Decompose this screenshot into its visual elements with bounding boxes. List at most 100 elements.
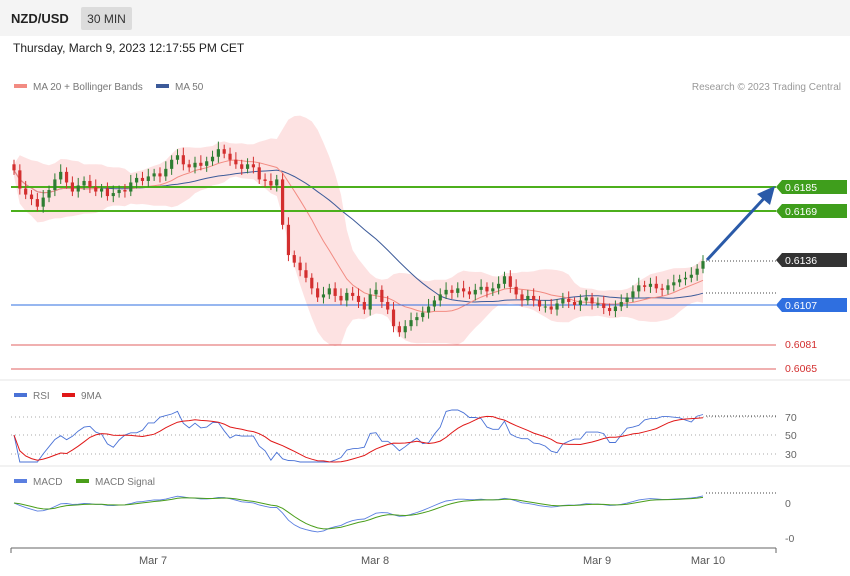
rsi-tick-30: 30 — [785, 449, 797, 461]
candle-body — [497, 283, 501, 289]
candle-body — [666, 285, 670, 290]
candle-body — [152, 173, 156, 177]
candle-body — [24, 188, 28, 195]
candle-body — [327, 288, 331, 295]
candle-body — [613, 306, 618, 312]
projection-arrowhead — [757, 186, 775, 205]
candle-body — [520, 294, 524, 301]
ma50-legend-label: MA 50 — [175, 82, 204, 93]
candle-body — [561, 298, 565, 304]
candle-body — [339, 295, 343, 301]
candle-body — [514, 286, 518, 295]
rsi-line — [13, 409, 704, 463]
ma20-legend-swatch — [14, 84, 27, 88]
candle-body — [567, 298, 571, 302]
rsi-legend-swatch — [14, 393, 27, 397]
candle-body — [123, 190, 127, 192]
candle-body — [304, 270, 308, 278]
candle-body — [82, 180, 86, 186]
candle-body — [228, 153, 232, 160]
candle-body — [362, 301, 366, 310]
candle-body — [380, 289, 384, 302]
candle-body — [275, 179, 279, 186]
candle-body — [170, 159, 174, 169]
candle-body — [164, 168, 168, 177]
candle-body — [193, 162, 197, 168]
bollinger-band — [14, 115, 703, 347]
candle-body — [572, 301, 577, 305]
candle-body — [450, 289, 454, 293]
candle-body — [578, 300, 582, 305]
candle-body — [94, 187, 98, 192]
candle-body — [41, 197, 45, 207]
candles — [12, 141, 705, 339]
candle-body — [438, 294, 442, 301]
candle-body — [210, 156, 215, 162]
candle-body — [29, 194, 34, 200]
candle-body — [678, 279, 682, 283]
symbol-title: NZD/USD — [11, 11, 69, 26]
candle-body — [555, 303, 559, 310]
candle-body — [146, 176, 150, 181]
candle-body — [444, 289, 448, 295]
candle-body — [502, 276, 507, 284]
candle-body — [70, 182, 74, 192]
candle-body — [292, 255, 296, 263]
candle-body — [59, 171, 63, 180]
candle-body — [415, 317, 419, 321]
macd-signal-legend-label: MACD Signal — [95, 477, 155, 488]
candle-body — [257, 167, 261, 180]
rsi-tick-50: 50 — [785, 430, 797, 442]
candle-body — [391, 309, 396, 327]
price-label-0.6081: 0.6081 — [785, 339, 817, 351]
x-tick-label: Mar 9 — [583, 555, 611, 567]
candle-body — [251, 164, 255, 168]
candle-body — [602, 303, 606, 309]
ma20-legend-label: MA 20 + Bollinger Bands — [33, 82, 143, 93]
candle-body — [549, 306, 553, 310]
candle-body — [409, 320, 413, 327]
macd-legend-swatch — [14, 479, 27, 483]
candle-body — [187, 164, 191, 168]
candle-body — [456, 288, 460, 293]
candle-body — [648, 283, 653, 287]
candle-body — [672, 282, 676, 286]
candle-body — [181, 155, 185, 165]
candle-body — [135, 177, 139, 183]
candle-body — [596, 303, 600, 305]
candle-body — [76, 185, 80, 192]
candle-body — [590, 297, 594, 304]
x-tick-label: Mar 8 — [361, 555, 389, 567]
price-tag-text: 0.6169 — [785, 206, 817, 218]
macd-legend-label: MACD — [33, 477, 62, 488]
timestamp: Thursday, March 9, 2023 12:17:55 PM CET — [13, 41, 245, 55]
timeframe-badge[interactable] — [81, 7, 132, 30]
macd-signal-line — [13, 496, 704, 530]
candle-body — [631, 291, 635, 298]
macd-panel: MACD MACD Signal 0 -0 — [13, 477, 794, 545]
rsi-panel: RSI 9MA 70 50 30 — [11, 391, 797, 463]
price-tag-text: 0.6136 — [785, 255, 817, 267]
candle-body — [695, 268, 699, 275]
candle-body — [654, 283, 658, 289]
candle-body — [321, 294, 326, 298]
candle-body — [537, 300, 542, 307]
candle-body — [637, 285, 641, 292]
candle-body — [462, 288, 466, 292]
candle-body — [316, 288, 320, 298]
candle-body — [158, 173, 162, 177]
x-axis: Mar 7 Mar 8 Mar 9 Mar 10 — [10, 547, 777, 567]
rsi-ma-line — [13, 415, 704, 463]
candle-body — [199, 162, 203, 166]
candle-body — [473, 289, 477, 295]
candle-body — [205, 161, 209, 166]
candle-body — [35, 199, 39, 207]
price-label-0.6065: 0.6065 — [785, 363, 817, 375]
candle-body — [485, 286, 489, 292]
candle-body — [175, 155, 180, 160]
candle-body — [421, 312, 425, 318]
ma50-legend-swatch — [156, 84, 169, 88]
candle-body — [403, 326, 407, 333]
timeframe-label[interactable]: 30 MIN — [87, 12, 126, 26]
